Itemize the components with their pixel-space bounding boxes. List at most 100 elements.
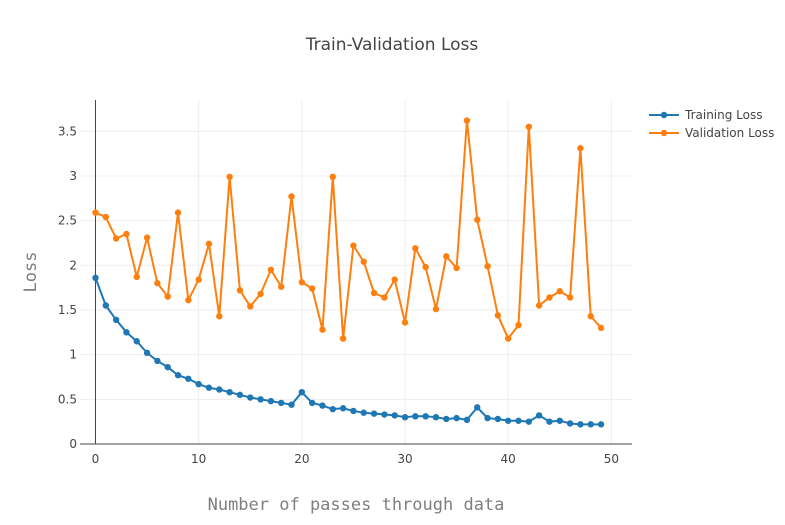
- x-tick-label: 40: [501, 452, 516, 466]
- data-point: [360, 409, 367, 416]
- data-point: [247, 303, 254, 310]
- y-tick-label: 3.5: [58, 124, 77, 138]
- data-point: [597, 324, 605, 332]
- data-point: [133, 338, 140, 345]
- data-point: [525, 418, 533, 425]
- data-point: [226, 173, 233, 181]
- data-point: [308, 399, 316, 407]
- data-point: [370, 410, 378, 417]
- series-training-loss: [92, 274, 605, 428]
- data-point: [484, 414, 491, 422]
- y-tick-label: 3: [69, 169, 77, 183]
- legend-swatch-marker: [660, 129, 668, 137]
- data-point: [288, 193, 295, 200]
- data-point: [484, 262, 491, 270]
- legend-label: Validation Loss: [685, 126, 774, 140]
- data-point: [133, 273, 140, 281]
- data-point: [319, 402, 326, 409]
- data-point: [164, 363, 171, 371]
- legend-item: Training Loss: [649, 108, 762, 122]
- data-point: [422, 413, 429, 420]
- data-point: [360, 258, 367, 265]
- data-point: [546, 418, 553, 425]
- x-tick-label: 50: [604, 452, 619, 466]
- data-point: [504, 417, 512, 424]
- y-axis-title: Loss: [21, 252, 41, 293]
- data-point: [298, 279, 306, 286]
- legend-item: Validation Loss: [649, 126, 774, 140]
- data-point: [577, 421, 584, 428]
- data-point: [236, 287, 244, 294]
- data-point: [195, 380, 202, 388]
- data-point: [535, 412, 543, 419]
- x-axis-title: Number of passes through data: [208, 495, 505, 515]
- data-point: [422, 263, 429, 271]
- data-point: [577, 145, 584, 152]
- data-point: [185, 375, 192, 382]
- data-point: [556, 288, 563, 295]
- data-point: [474, 216, 481, 223]
- data-point: [474, 404, 481, 411]
- data-point: [112, 235, 120, 242]
- data-point: [525, 123, 533, 131]
- data-point: [339, 405, 347, 412]
- data-point: [504, 335, 512, 342]
- data-point: [174, 209, 182, 216]
- data-point: [381, 411, 388, 418]
- data-point: [329, 405, 336, 413]
- data-point: [381, 294, 388, 301]
- chart-title: Train-Validation Loss: [305, 35, 479, 55]
- data-point: [102, 213, 109, 221]
- data-point: [143, 234, 151, 241]
- data-point: [515, 417, 522, 424]
- data-point: [350, 242, 357, 249]
- data-point: [370, 289, 378, 297]
- y-tick-label: 0: [69, 437, 77, 451]
- data-point: [587, 421, 594, 428]
- data-point: [112, 316, 120, 324]
- data-point: [216, 386, 223, 393]
- data-point: [597, 421, 605, 428]
- data-point: [205, 384, 213, 391]
- x-tick-label: 10: [191, 452, 206, 466]
- data-point: [267, 397, 275, 405]
- data-point: [587, 313, 594, 320]
- data-point: [556, 417, 563, 424]
- data-point: [143, 349, 151, 357]
- data-point: [216, 313, 223, 320]
- data-point: [494, 312, 502, 319]
- data-point: [401, 413, 409, 421]
- data-point: [308, 285, 316, 292]
- legend-label: Training Loss: [684, 108, 762, 122]
- series-line: [95, 119, 602, 340]
- data-point: [566, 294, 574, 301]
- data-point: [185, 296, 192, 304]
- legend-swatch-marker: [660, 111, 668, 119]
- data-point: [412, 413, 419, 420]
- grid: [80, 100, 632, 444]
- data-point: [463, 117, 471, 124]
- data-point: [298, 388, 306, 396]
- data-point: [102, 302, 109, 309]
- axes: [80, 100, 632, 445]
- data-point: [566, 420, 574, 427]
- y-axis-ticks: 0 0.5 1 1.5 2 2.5 3 3.5: [58, 124, 77, 451]
- data-point: [154, 357, 161, 365]
- data-point: [226, 388, 233, 396]
- data-point: [412, 245, 419, 252]
- data-point: [154, 279, 161, 287]
- x-tick-label: 30: [397, 452, 412, 466]
- data-point: [164, 293, 171, 300]
- series-layer: [92, 117, 605, 428]
- y-tick-label: 1.5: [58, 303, 77, 317]
- y-tick-label: 2: [69, 258, 77, 272]
- data-point: [401, 319, 409, 326]
- data-point: [432, 305, 440, 313]
- x-tick-label: 20: [294, 452, 309, 466]
- data-point: [277, 399, 285, 407]
- data-point: [247, 394, 254, 401]
- data-point: [288, 401, 295, 408]
- data-point: [432, 413, 440, 421]
- data-point: [92, 209, 99, 216]
